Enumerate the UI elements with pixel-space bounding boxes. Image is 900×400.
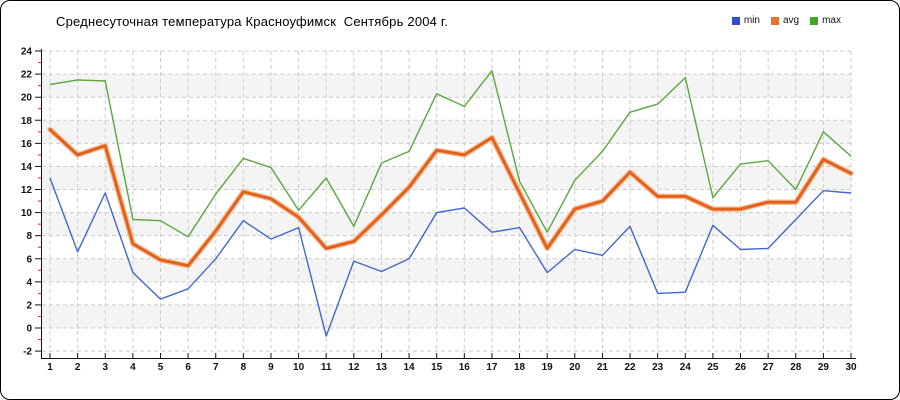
x-tick-label: 7 xyxy=(213,362,219,373)
avg-series-halo xyxy=(47,126,854,269)
x-tick-label: 14 xyxy=(404,362,416,373)
chart-title: Среднесуточная температура Красноуфимск … xyxy=(56,14,449,29)
x-tick-label: 3 xyxy=(102,362,108,373)
x-tick-label: 24 xyxy=(680,362,692,373)
x-tick-label: 19 xyxy=(542,362,554,373)
x-tick-label: 11 xyxy=(321,362,332,373)
gridlines xyxy=(42,50,852,352)
x-axis-ticks xyxy=(49,353,852,359)
x-tick-label: 30 xyxy=(845,362,857,373)
x-tick-label: 27 xyxy=(763,362,775,373)
legend-label-avg: avg xyxy=(782,15,800,26)
legend: min avg max xyxy=(731,15,841,26)
y-tick-label: 8 xyxy=(26,231,32,242)
x-tick-label: 5 xyxy=(158,362,164,373)
x-tick-label: 4 xyxy=(130,362,136,373)
y-tick-label: 22 xyxy=(21,70,33,81)
x-tick-label: 21 xyxy=(597,362,609,373)
y-tick-label: 4 xyxy=(26,277,32,288)
x-axis-labels: 1 2 3 4 5 6 7 8 9 10 11 12 13 14 15 16 17 18 19 20 21 22 23 24 2… xyxy=(47,362,857,373)
x-tick-label: 2 xyxy=(75,362,81,373)
legend-label-min: min xyxy=(743,15,760,26)
y-tick-label: 14 xyxy=(21,162,33,173)
max-series-line xyxy=(49,69,852,238)
avg-series-swatch-icon xyxy=(770,16,779,25)
x-tick-label: 29 xyxy=(818,362,830,373)
min-series-line xyxy=(49,177,852,337)
x-tick-label: 25 xyxy=(707,362,719,373)
x-tick-label: 1 xyxy=(47,362,53,373)
background-bands xyxy=(42,74,851,328)
x-tick-label: 15 xyxy=(431,362,443,373)
y-tick-label: 12 xyxy=(21,185,33,196)
x-tick-label: 16 xyxy=(459,362,471,373)
x-tick-label: 28 xyxy=(790,362,802,373)
x-tick-label: 8 xyxy=(241,362,247,373)
min-series-swatch-icon xyxy=(731,16,740,25)
y-tick-label: 20 xyxy=(21,93,33,104)
legend-item-min: min xyxy=(731,15,760,26)
legend-item-max: max xyxy=(810,15,841,26)
axes xyxy=(41,49,856,359)
legend-item-avg: avg xyxy=(770,15,800,26)
y-tick-label: 6 xyxy=(26,254,32,265)
x-tick-label: 13 xyxy=(376,362,388,373)
y-tick-label: 18 xyxy=(21,116,33,127)
x-tick-label: 17 xyxy=(486,362,498,373)
avg-series-line xyxy=(48,128,853,268)
x-tick-label: 10 xyxy=(293,362,305,373)
y-tick-label: 0 xyxy=(26,324,32,335)
y-tick-label: -2 xyxy=(23,347,32,358)
x-tick-label: 18 xyxy=(514,362,526,373)
legend-label-max: max xyxy=(822,15,841,26)
x-tick-label: 12 xyxy=(348,362,360,373)
x-tick-label: 6 xyxy=(185,362,191,373)
max-series-swatch-icon xyxy=(810,16,819,25)
x-tick-label: 22 xyxy=(624,362,636,373)
x-tick-label: 20 xyxy=(569,362,581,373)
y-tick-label: 10 xyxy=(21,208,33,219)
x-tick-label: 23 xyxy=(652,362,664,373)
y-tick-label: 24 xyxy=(21,47,33,58)
y-tick-label: 2 xyxy=(26,300,32,311)
y-tick-label: 16 xyxy=(21,139,33,150)
y-axis-ticks xyxy=(35,50,42,352)
x-tick-label: 9 xyxy=(268,362,274,373)
x-tick-label: 26 xyxy=(735,362,747,373)
